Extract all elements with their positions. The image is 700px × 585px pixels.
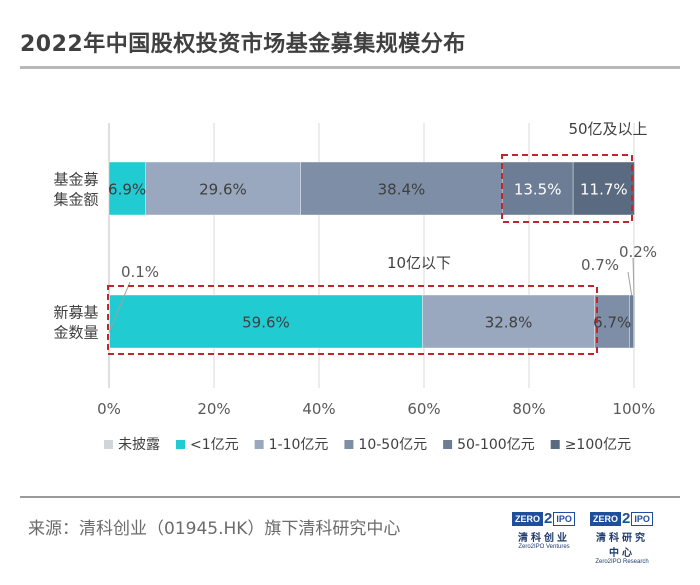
legend-label: 1-10亿元	[269, 437, 329, 453]
annotation: 10亿以下	[387, 254, 451, 272]
bar-segment	[109, 294, 423, 349]
highlight-box-50yi	[501, 154, 633, 223]
x-tick-label: 60%	[407, 400, 440, 418]
category-label: 金数量	[53, 324, 98, 342]
bar-segment	[145, 161, 301, 216]
bar-segment	[502, 161, 574, 216]
category-label: 基金募	[53, 171, 98, 189]
data-label: 0.7%	[581, 256, 619, 274]
legend-swatch	[104, 440, 113, 449]
legend-label: <1亿元	[190, 437, 239, 453]
data-label: 11.7%	[580, 181, 628, 199]
legend-swatch	[176, 440, 185, 449]
data-label: 38.4%	[378, 181, 426, 199]
data-label: 0.2%	[619, 243, 657, 261]
x-tick-label: 100%	[613, 400, 656, 418]
legend-swatch	[443, 440, 453, 449]
zero2ipo-ventures-logo: ZERO 2 IPO 清科创业 Zero2IPO Ventures	[512, 510, 576, 556]
data-label: 59.6%	[242, 314, 290, 332]
legend-label: 50-100亿元	[457, 437, 535, 453]
bar-segment	[572, 161, 635, 216]
title-underline	[20, 66, 680, 69]
footer-divider	[20, 496, 680, 498]
legend-swatch	[550, 440, 560, 449]
data-label: 29.6%	[199, 181, 247, 199]
category-label: 新募基	[53, 304, 98, 322]
legend-swatch	[254, 440, 264, 449]
x-tick-label: 20%	[197, 400, 230, 418]
legend-label: ≥100亿元	[565, 437, 631, 453]
data-label: 32.8%	[485, 314, 533, 332]
x-tick-label: 80%	[512, 400, 545, 418]
legend-label: 未披露	[118, 437, 160, 453]
source-note: 来源：清科创业（01945.HK）旗下清科研究中心	[28, 519, 401, 539]
annotation: 50亿及以上	[568, 120, 647, 138]
bar-segment	[300, 161, 503, 216]
zero2ipo-research-logo: ZERO 2 IPO 清科研究中心 Zero2IPO Research	[590, 510, 654, 565]
bar-segment	[633, 294, 635, 349]
data-label: 13.5%	[514, 181, 562, 199]
bar-segment	[108, 161, 146, 216]
legend-swatch	[344, 440, 354, 449]
leader-line	[627, 271, 633, 296]
x-tick-label: 0%	[97, 400, 121, 418]
data-label: 6.7%	[593, 314, 631, 332]
legend-label: 10-50亿元	[358, 437, 427, 453]
category-label: 集金额	[53, 191, 98, 209]
data-label: 0.1%	[121, 263, 159, 281]
data-label: 6.9%	[108, 181, 146, 199]
highlight-box-10yi	[107, 285, 598, 355]
chart-title: 2022年中国股权投资市场基金募集规模分布	[20, 32, 466, 57]
leader-line	[632, 257, 635, 296]
leader-line	[108, 281, 131, 333]
bar-segment	[422, 294, 595, 349]
x-tick-label: 40%	[302, 400, 335, 418]
